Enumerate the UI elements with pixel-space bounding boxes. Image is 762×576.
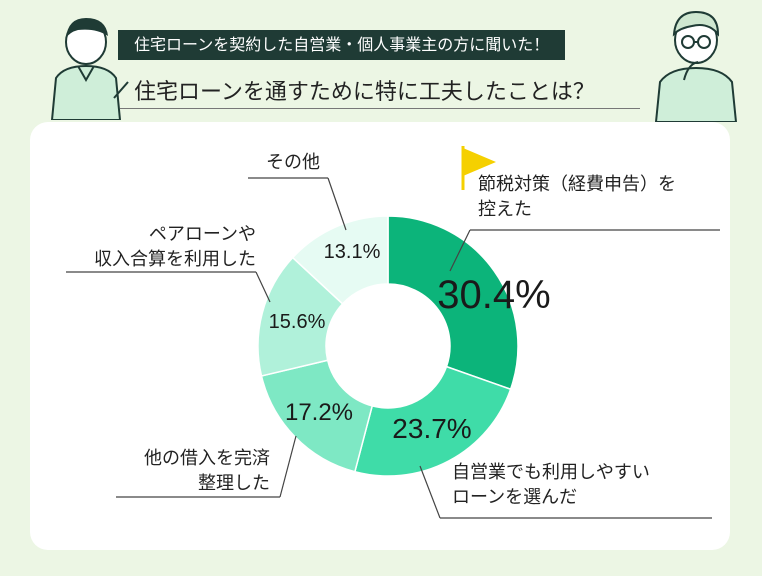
chart-card [30,122,730,550]
flag-icon [463,148,496,176]
slice-value-repay: 17.2% [285,399,353,426]
category-label-tax-line1: 節税対策（経費申告）を [478,174,676,195]
category-label-pair: ペアローンや 収入合算を利用した [60,222,256,272]
person-left-illustration [50,18,129,120]
category-label-loan-line2: ローンを選んだ [452,487,578,508]
leader-line-other [327,177,347,231]
category-label-pair-line1: ペアローンや [148,224,256,245]
leader-line-loan [419,465,441,519]
category-label-repay-line1: 他の借入を完済 [144,448,270,469]
slice-value-tax: 30.4% [437,273,550,317]
title-underline [120,108,640,109]
slice-value-other: 13.1% [324,241,381,263]
category-label-repay: 他の借入を完済 整理した [110,446,270,496]
slice-other [291,215,389,305]
category-label-repay-line2: 整理した [198,473,270,494]
category-label-other-line1: その他 [266,152,320,173]
leader-line-pair [255,271,271,303]
category-label-pair-line2: 収入合算を利用した [94,249,256,270]
category-label-loan-line1: 自営業でも利用しやすい [452,462,650,483]
slice-value-loan: 23.7% [392,413,471,444]
category-label-tax: 節税対策（経費申告）を 控えた [478,172,676,222]
page-title: 住宅ローンを通すために特に工夫したことは？ [134,80,595,105]
category-label-loan: 自営業でも利用しやすい ローンを選んだ [452,460,650,510]
category-label-other: その他 [240,150,320,175]
slice-loan [353,365,512,477]
leader-line-tax [449,229,471,272]
category-label-tax-line2: 控えた [478,199,532,220]
person-right-illustration [654,10,738,122]
leader-line-repay [279,435,297,498]
slice-tax [387,215,519,391]
survey-header-badge: 住宅ローンを契約した自営業・個人事業主の方に聞いた！ [118,30,566,60]
slice-value-pair: 15.6% [269,311,326,333]
